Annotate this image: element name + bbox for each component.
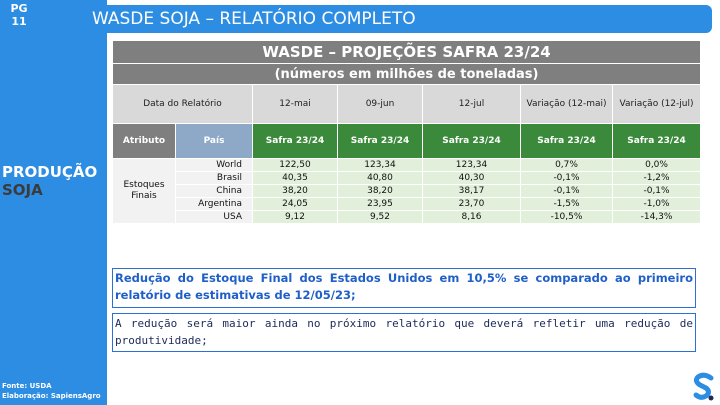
value-cell: 23,70 bbox=[422, 197, 521, 211]
value-cell: -1,5% bbox=[520, 197, 613, 211]
value-cell: -0,1% bbox=[611, 184, 702, 198]
header-cell: Data do Relatório bbox=[112, 84, 253, 124]
data-row: Brasil 40,35 40,80 40,30 -0,1% -1,2% bbox=[113, 171, 702, 185]
value-cell: 24,05 bbox=[252, 197, 338, 211]
data-table: WASDE – PROJEÇÕES SAFRA 23/24 (números e… bbox=[111, 40, 702, 224]
value-cell: 23,95 bbox=[337, 197, 423, 211]
subheader-cell: Safra 23/24 bbox=[252, 123, 338, 159]
table-title: WASDE – PROJEÇÕES SAFRA 23/24 bbox=[111, 40, 702, 64]
data-row: USA 9,12 9,52 8,16 -10,5% -14,3% bbox=[113, 210, 702, 224]
header-row: Data do Relatório 12-mai 09-jun 12-jul Varia… bbox=[112, 84, 702, 124]
header-cell: Variação (12-jul) bbox=[611, 84, 702, 124]
footer: Fonte: USDA Elaboração: SapiensAgro bbox=[2, 381, 101, 401]
sidebar bbox=[0, 0, 107, 405]
title: WASDE SOJA – RELATÓRIO COMPLETO bbox=[92, 9, 416, 29]
subheader-cell: Atributo bbox=[112, 123, 176, 159]
country-cell: USA bbox=[175, 210, 253, 224]
header-cell: Variação (12-mai) bbox=[520, 84, 613, 124]
header-cell: 12-mai bbox=[252, 84, 338, 124]
value-cell: 40,30 bbox=[422, 171, 521, 185]
value-cell: -0,1% bbox=[520, 171, 613, 185]
note: Redução do Estoque Final dos Estados Uni… bbox=[112, 268, 696, 308]
data-row: Argentina 24,05 23,95 23,70 -1,5% -1,0% bbox=[113, 197, 702, 211]
country-cell: World bbox=[175, 158, 253, 172]
value-cell: -10,5% bbox=[520, 210, 613, 224]
subheader-cell: País bbox=[175, 123, 253, 159]
data-row: China 38,20 38,20 38,17 -0,1% -0,1% bbox=[113, 184, 702, 198]
page-number: PG 11 bbox=[8, 2, 30, 28]
attribute-cell: Estoques Finais bbox=[112, 158, 176, 224]
value-cell: 38,20 bbox=[252, 184, 338, 198]
value-cell: 123,34 bbox=[337, 158, 423, 172]
value-cell: -1,2% bbox=[611, 171, 702, 185]
subheader-cell: Safra 23/24 bbox=[337, 123, 423, 159]
table-subtitle: (números em milhões de toneladas) bbox=[111, 63, 702, 85]
value-cell: 40,80 bbox=[337, 171, 423, 185]
source: Fonte: USDA bbox=[2, 382, 52, 390]
value-cell: 8,16 bbox=[422, 210, 521, 224]
subheader-cell: Safra 23/24 bbox=[520, 123, 613, 159]
value-cell: 38,17 bbox=[422, 184, 521, 198]
value-cell: 9,52 bbox=[337, 210, 423, 224]
value-cell: 9,12 bbox=[252, 210, 338, 224]
country-cell: Brasil bbox=[175, 171, 253, 185]
value-cell: 0,7% bbox=[520, 158, 613, 172]
value-cell: 122,50 bbox=[252, 158, 338, 172]
value-cell: 40,35 bbox=[252, 171, 338, 185]
value-cell: -14,3% bbox=[611, 210, 702, 224]
value-cell: 0,0% bbox=[611, 158, 702, 172]
value-cell: 38,20 bbox=[337, 184, 423, 198]
page-num: 11 bbox=[11, 15, 27, 28]
header-cell: 09-jun bbox=[337, 84, 423, 124]
value-cell: 123,34 bbox=[422, 158, 521, 172]
header-cell: 12-jul bbox=[422, 84, 521, 124]
sidebar-heading: PRODUÇÃO bbox=[2, 163, 98, 181]
value-cell: -0,1% bbox=[520, 184, 613, 198]
credit: Elaboração: SapiensAgro bbox=[2, 392, 101, 400]
sidebar-subheading: SOJA bbox=[2, 181, 43, 199]
country-cell: Argentina bbox=[175, 197, 253, 211]
logo bbox=[693, 372, 714, 401]
country-cell: China bbox=[175, 184, 253, 198]
subheader-row: Atributo País Safra 23/24 Safra 23/24 Safra … bbox=[112, 123, 702, 159]
value-cell: -1,0% bbox=[611, 197, 702, 211]
title-banner: WASDE SOJA – RELATÓRIO COMPLETO bbox=[80, 5, 712, 33]
subheader-cell: Safra 23/24 bbox=[422, 123, 521, 159]
subheader-cell: Safra 23/24 bbox=[611, 123, 702, 159]
page-label: PG bbox=[10, 2, 28, 15]
note: A redução será maior ainda no próximo re… bbox=[112, 313, 696, 352]
data-row: Estoques Finais World 122,50 123,34 123,34 0,… bbox=[112, 158, 702, 224]
